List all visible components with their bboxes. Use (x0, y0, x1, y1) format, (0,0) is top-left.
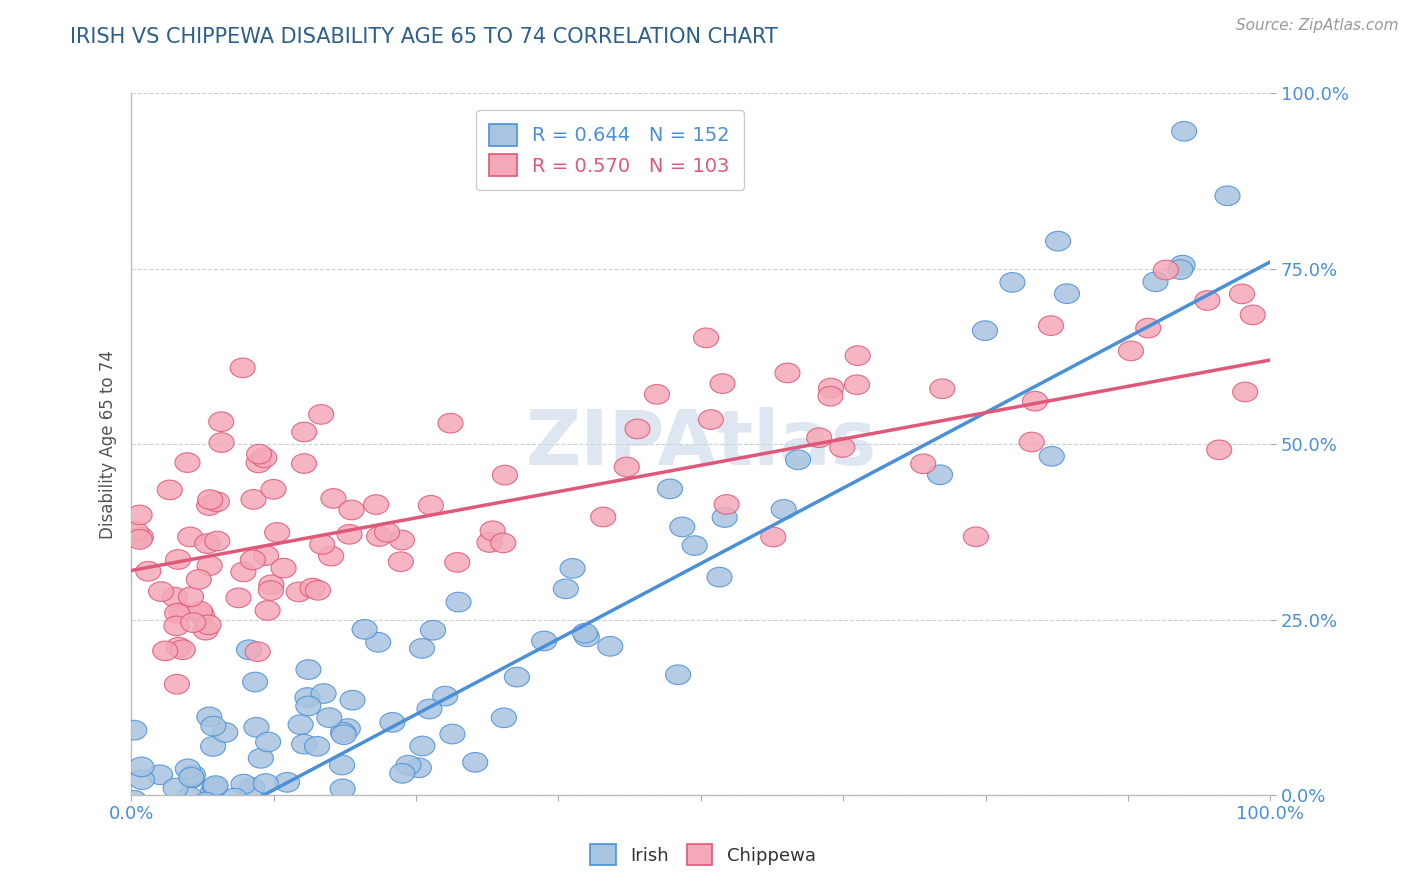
Text: ZIPAtlas: ZIPAtlas (526, 408, 876, 481)
Y-axis label: Disability Age 65 to 74: Disability Age 65 to 74 (100, 350, 117, 539)
Legend: Irish, Chippewa: Irish, Chippewa (582, 835, 824, 874)
Legend: R = 0.644   N = 152, R = 0.570   N = 103: R = 0.644 N = 152, R = 0.570 N = 103 (475, 110, 744, 190)
Text: IRISH VS CHIPPEWA DISABILITY AGE 65 TO 74 CORRELATION CHART: IRISH VS CHIPPEWA DISABILITY AGE 65 TO 7… (70, 27, 778, 46)
Text: Source: ZipAtlas.com: Source: ZipAtlas.com (1236, 18, 1399, 33)
